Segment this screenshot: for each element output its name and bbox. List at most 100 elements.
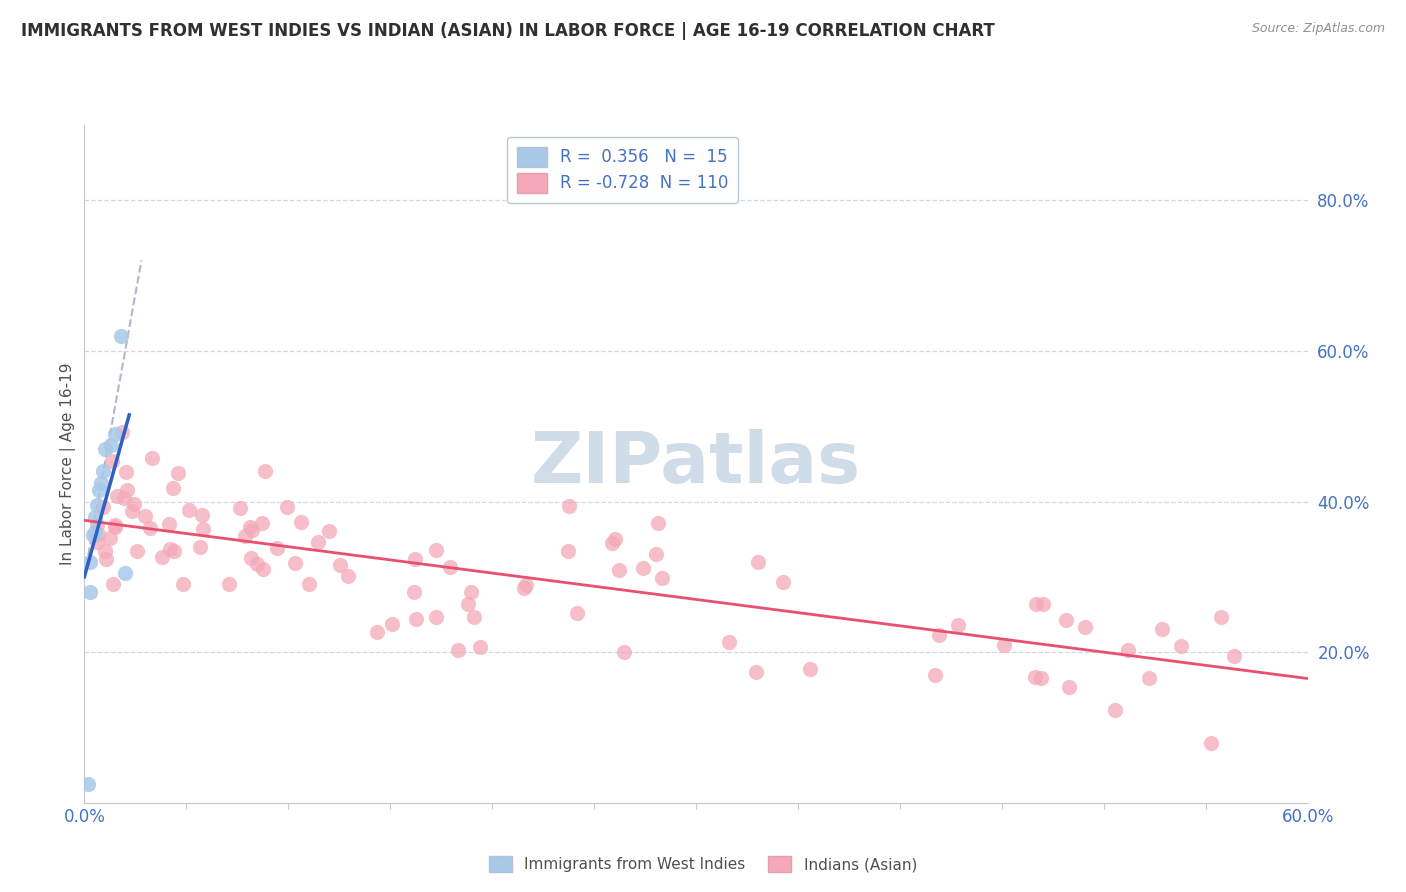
Point xyxy=(290,515,312,529)
Point xyxy=(1104,703,1126,717)
Point xyxy=(1170,639,1192,653)
Point xyxy=(1057,680,1080,694)
Point xyxy=(240,523,263,537)
Point xyxy=(87,483,110,498)
Point xyxy=(163,544,186,558)
Point xyxy=(115,465,138,479)
Point xyxy=(111,425,134,439)
Point xyxy=(83,509,105,524)
Point xyxy=(298,577,321,591)
Point xyxy=(425,543,447,558)
Point xyxy=(404,552,426,566)
Point xyxy=(229,501,252,516)
Point xyxy=(1222,649,1244,664)
Point xyxy=(651,571,673,585)
Point xyxy=(191,522,214,536)
Legend: Immigrants from West Indies, Indians (Asian): Immigrants from West Indies, Indians (As… xyxy=(481,848,925,880)
Point xyxy=(1209,609,1232,624)
Point xyxy=(105,490,128,504)
Point xyxy=(91,464,114,478)
Point xyxy=(167,467,190,481)
Point xyxy=(250,516,273,530)
Point xyxy=(1024,670,1046,684)
Point xyxy=(718,635,741,649)
Point xyxy=(799,662,821,676)
Legend: R =  0.356   N =  15, R = -0.728  N = 110: R = 0.356 N = 15, R = -0.728 N = 110 xyxy=(506,136,738,203)
Point xyxy=(252,562,274,576)
Point xyxy=(425,610,447,624)
Point xyxy=(318,524,340,539)
Point xyxy=(463,610,485,624)
Point xyxy=(139,521,162,535)
Point xyxy=(86,498,108,512)
Point xyxy=(1116,643,1139,657)
Point xyxy=(284,556,307,570)
Point xyxy=(946,618,969,632)
Point xyxy=(557,544,579,558)
Point xyxy=(134,508,156,523)
Point xyxy=(191,508,214,523)
Point xyxy=(141,450,163,465)
Point xyxy=(513,582,536,596)
Point xyxy=(90,475,112,490)
Point xyxy=(121,504,143,518)
Point xyxy=(468,640,491,655)
Point xyxy=(607,563,630,577)
Point xyxy=(93,442,117,456)
Point xyxy=(1054,613,1077,627)
Point xyxy=(188,541,211,555)
Point xyxy=(276,500,298,514)
Point xyxy=(515,578,537,592)
Point xyxy=(86,534,108,549)
Point xyxy=(104,517,127,532)
Text: IMMIGRANTS FROM WEST INDIES VS INDIAN (ASIAN) IN LABOR FORCE | AGE 16-19 CORRELA: IMMIGRANTS FROM WEST INDIES VS INDIAN (A… xyxy=(21,22,995,40)
Point xyxy=(647,516,669,531)
Point xyxy=(1025,597,1047,611)
Point xyxy=(98,531,121,545)
Point xyxy=(240,551,263,566)
Point xyxy=(246,558,269,572)
Point xyxy=(644,547,666,561)
Point xyxy=(79,555,101,569)
Point xyxy=(91,500,114,514)
Point xyxy=(460,584,482,599)
Point xyxy=(114,566,136,580)
Point xyxy=(1031,671,1053,685)
Point xyxy=(150,550,173,565)
Point xyxy=(405,611,427,625)
Point xyxy=(602,535,624,549)
Point xyxy=(86,518,108,533)
Point xyxy=(1074,619,1097,633)
Point xyxy=(307,534,329,549)
Point xyxy=(96,552,118,566)
Point xyxy=(233,529,256,543)
Text: ZIPatlas: ZIPatlas xyxy=(531,429,860,499)
Y-axis label: In Labor Force | Age 16-19: In Labor Force | Age 16-19 xyxy=(60,362,76,566)
Point xyxy=(100,438,122,452)
Point xyxy=(928,627,950,641)
Point xyxy=(558,499,581,513)
Point xyxy=(104,519,127,533)
Point xyxy=(159,542,181,557)
Point xyxy=(94,544,117,558)
Point xyxy=(565,606,588,620)
Point xyxy=(1199,735,1222,749)
Point xyxy=(239,520,262,534)
Point xyxy=(83,524,105,539)
Point xyxy=(157,516,180,531)
Point xyxy=(254,464,277,478)
Point xyxy=(402,585,425,599)
Point xyxy=(172,577,194,591)
Point xyxy=(104,426,127,441)
Point xyxy=(177,503,200,517)
Point xyxy=(1150,623,1173,637)
Point xyxy=(439,560,461,574)
Point xyxy=(603,532,626,546)
Point xyxy=(447,642,470,657)
Point xyxy=(1137,671,1160,685)
Point xyxy=(745,665,768,679)
Point xyxy=(117,483,139,497)
Point xyxy=(772,574,794,589)
Point xyxy=(366,625,388,640)
Point xyxy=(924,667,946,681)
